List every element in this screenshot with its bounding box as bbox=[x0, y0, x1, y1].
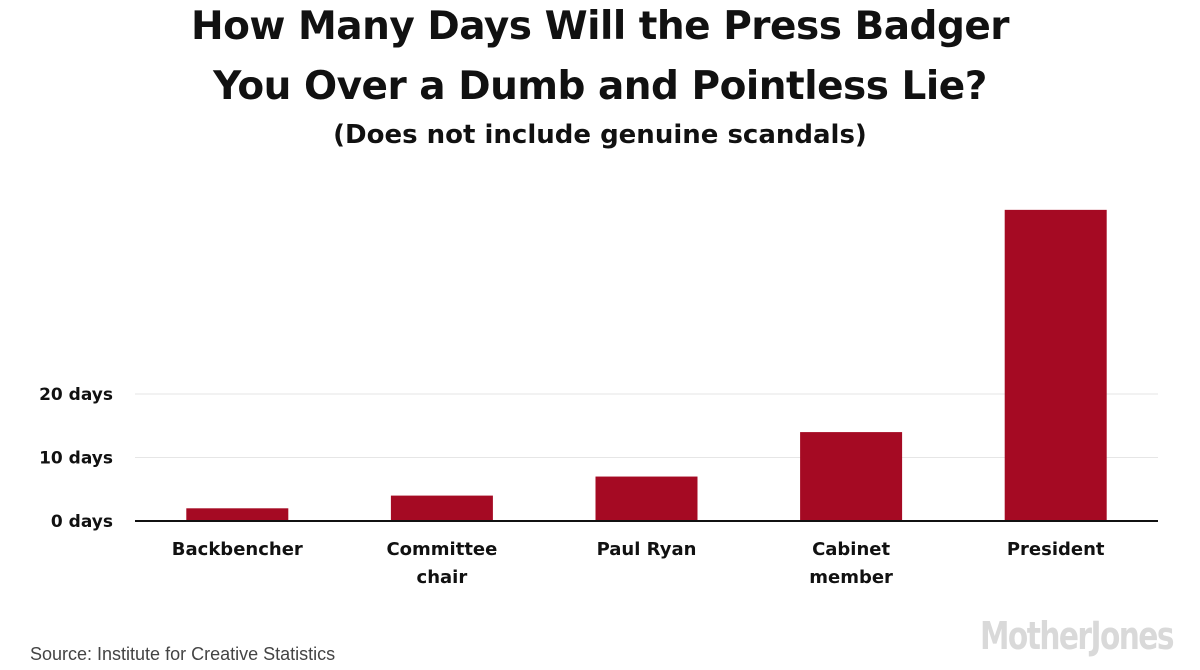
x-tick-label: President bbox=[1007, 539, 1105, 560]
y-tick-label: 10 days bbox=[39, 449, 113, 469]
x-tick-label: Paul Ryan bbox=[597, 539, 697, 560]
bar bbox=[1004, 209, 1107, 521]
x-tick-label: Cabinet bbox=[812, 539, 890, 560]
y-tick-label: 20 days bbox=[39, 385, 113, 405]
source-note: Source: Institute for Creative Statistic… bbox=[30, 644, 336, 664]
chart-subtitle: (Does not include genuine scandals) bbox=[333, 120, 867, 150]
chart-title-line-1: How Many Days Will the Press Badger bbox=[190, 4, 1010, 49]
bar bbox=[800, 432, 903, 521]
y-tick-label: 0 days bbox=[51, 512, 113, 532]
x-tick-label: member bbox=[809, 567, 893, 588]
bar bbox=[595, 476, 698, 521]
x-tick-label: chair bbox=[417, 567, 468, 588]
x-tick-label: Backbencher bbox=[172, 539, 303, 560]
x-tick-label: Committee bbox=[386, 539, 497, 560]
chart-title-line-2: You Over a Dumb and Pointless Lie? bbox=[213, 64, 987, 109]
bar bbox=[390, 495, 493, 521]
mother-jones-logo: MotherJones bbox=[980, 614, 1174, 658]
bar bbox=[186, 508, 289, 521]
